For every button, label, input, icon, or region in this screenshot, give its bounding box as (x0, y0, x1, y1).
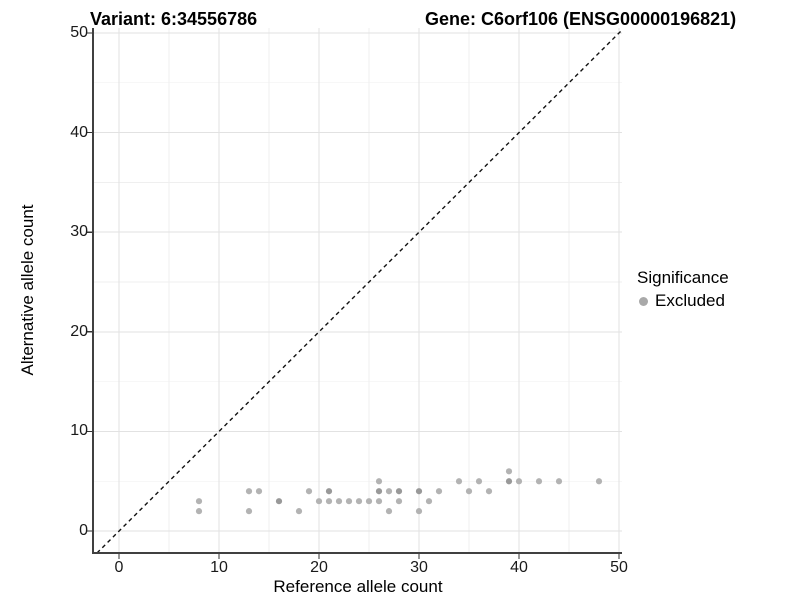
x-tick-label: 0 (114, 559, 124, 576)
data-point (195, 498, 203, 505)
data-point (465, 488, 473, 495)
data-point (595, 478, 603, 485)
legend-item-label: Excluded (655, 291, 725, 310)
data-point (435, 488, 443, 495)
data-point (455, 478, 463, 485)
data-point (395, 488, 403, 495)
data-point (375, 478, 383, 485)
plot-title-variant: Variant: 6:34556786 (90, 9, 258, 29)
data-points (195, 468, 603, 515)
legend: Significance Excluded (637, 268, 729, 311)
x-tick-label: 20 (310, 559, 328, 576)
data-point (375, 488, 383, 495)
data-point (335, 498, 343, 505)
y-tick-label: 50 (70, 23, 88, 41)
data-point (505, 478, 513, 485)
data-point (415, 488, 423, 495)
data-point (195, 508, 203, 515)
data-point (365, 498, 373, 505)
data-point (385, 508, 393, 515)
gridlines-minor (94, 28, 622, 553)
gridlines-major (94, 28, 622, 553)
data-point (305, 488, 313, 495)
data-point (515, 478, 523, 485)
legend-point-icon (639, 296, 648, 306)
data-point (415, 508, 423, 515)
identity-line (96, 29, 623, 554)
data-point (325, 498, 333, 505)
data-point (275, 498, 283, 505)
data-point (425, 498, 433, 505)
data-point (345, 498, 353, 505)
plot-title-gene: Gene: C6orf106 (ENSG00000196821) (425, 9, 737, 29)
data-point (375, 498, 383, 505)
data-point (385, 488, 393, 495)
data-point (315, 498, 323, 505)
y-tick-label: 20 (70, 322, 88, 340)
data-point (535, 478, 543, 485)
data-point (325, 488, 333, 495)
x-tick-label: 10 (210, 559, 228, 576)
x-tick-label: 30 (410, 559, 428, 576)
y-tick-label: 30 (70, 223, 88, 241)
data-point (245, 488, 253, 495)
axis-lines (92, 28, 622, 554)
x-tick-label: 50 (610, 559, 628, 576)
data-point (505, 468, 513, 475)
data-point (395, 498, 403, 505)
y-tick-label: 10 (70, 422, 88, 440)
legend-title: Significance (637, 268, 729, 287)
legend-item-excluded: Excluded (637, 291, 729, 311)
x-axis-label: Reference allele count (273, 577, 443, 596)
data-point (485, 488, 493, 495)
x-tick-label: 40 (510, 559, 528, 576)
data-point (245, 508, 253, 515)
data-point (555, 478, 563, 485)
data-point (355, 498, 363, 505)
y-axis-label: Alternative allele count (18, 204, 37, 376)
data-point (255, 488, 263, 495)
tick-marks (87, 32, 620, 559)
data-point (475, 478, 483, 485)
y-tick-label: 0 (79, 522, 88, 540)
y-tick-label: 40 (70, 123, 88, 141)
data-point (295, 508, 303, 515)
